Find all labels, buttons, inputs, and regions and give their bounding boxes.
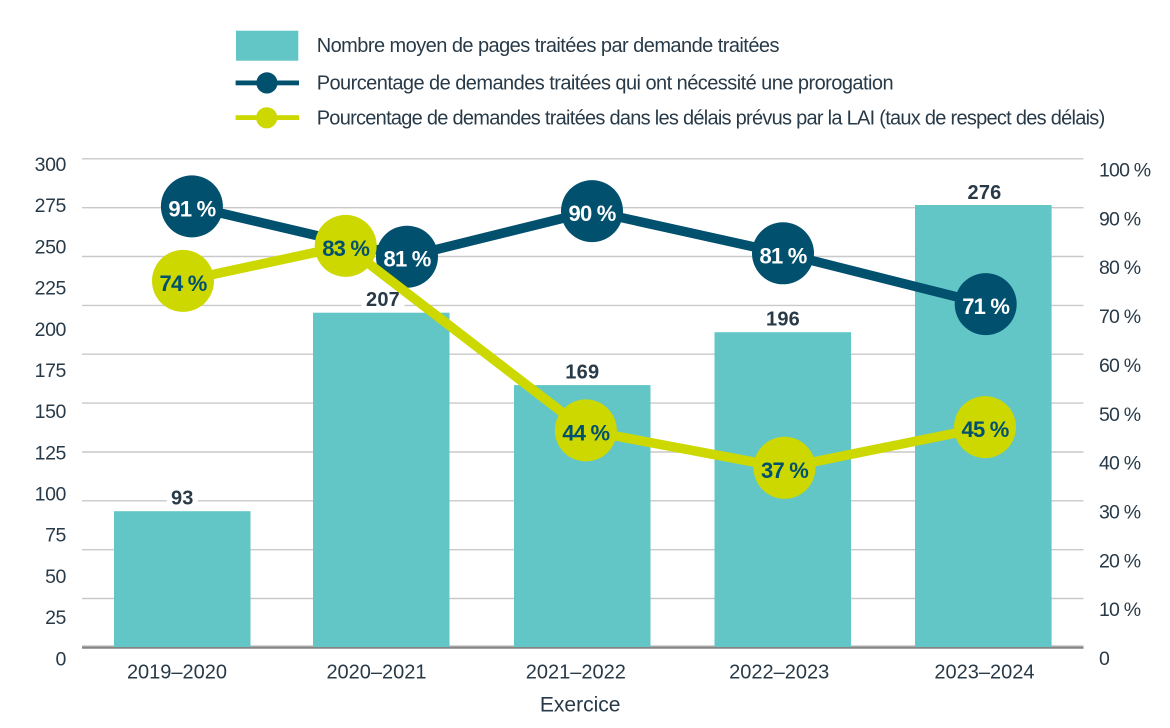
svg-text:2019–2020: 2019–2020: [127, 662, 227, 684]
svg-text:2021–2022: 2021–2022: [526, 662, 626, 684]
svg-text:10 %: 10 %: [1099, 599, 1141, 621]
svg-text:45 %: 45 %: [962, 417, 1009, 442]
svg-text:75: 75: [45, 525, 66, 547]
svg-text:80 %: 80 %: [1099, 257, 1141, 279]
svg-text:90 %: 90 %: [1099, 208, 1141, 230]
svg-text:100 %: 100 %: [1099, 160, 1151, 182]
svg-text:2023–2024: 2023–2024: [934, 662, 1034, 684]
svg-text:Pourcentage de demandes traité: Pourcentage de demandes traitées dans le…: [317, 107, 1105, 129]
svg-text:37 %: 37 %: [761, 458, 808, 483]
svg-text:90 %: 90 %: [569, 201, 616, 226]
svg-text:44 %: 44 %: [562, 420, 609, 445]
svg-text:50 %: 50 %: [1099, 404, 1141, 426]
svg-text:200: 200: [35, 319, 67, 341]
svg-text:30 %: 30 %: [1099, 502, 1141, 524]
svg-text:2020–2021: 2020–2021: [326, 662, 426, 684]
svg-text:250: 250: [35, 236, 67, 258]
svg-text:225: 225: [35, 278, 67, 300]
svg-text:25: 25: [45, 607, 66, 629]
svg-text:91 %: 91 %: [168, 196, 215, 221]
svg-text:50: 50: [45, 566, 66, 588]
svg-text:150: 150: [35, 401, 67, 423]
svg-text:300: 300: [35, 154, 67, 176]
svg-text:100: 100: [35, 484, 67, 506]
svg-text:125: 125: [35, 442, 67, 464]
svg-text:83 %: 83 %: [322, 236, 369, 261]
svg-text:275: 275: [35, 195, 67, 217]
svg-text:Pourcentage de demandes traité: Pourcentage de demandes traitées qui ont…: [317, 73, 893, 95]
svg-text:Nombre moyen de pages traitées: Nombre moyen de pages traitées par deman…: [317, 35, 780, 57]
svg-text:60 %: 60 %: [1099, 355, 1141, 377]
svg-text:71 %: 71 %: [962, 294, 1009, 319]
svg-text:169: 169: [565, 361, 599, 383]
svg-text:0: 0: [1099, 648, 1110, 670]
svg-text:196: 196: [766, 309, 800, 331]
svg-text:2022–2023: 2022–2023: [729, 662, 829, 684]
svg-text:74 %: 74 %: [160, 271, 207, 296]
svg-text:81 %: 81 %: [384, 247, 431, 272]
svg-text:40 %: 40 %: [1099, 453, 1141, 475]
svg-text:0: 0: [56, 648, 67, 670]
svg-text:276: 276: [968, 182, 1002, 204]
svg-text:20 %: 20 %: [1099, 550, 1141, 572]
svg-text:81 %: 81 %: [760, 243, 807, 268]
svg-text:70 %: 70 %: [1099, 306, 1141, 328]
svg-text:93: 93: [171, 488, 194, 510]
svg-text:Exercice: Exercice: [540, 694, 621, 717]
svg-text:207: 207: [366, 289, 400, 311]
svg-text:175: 175: [35, 360, 67, 382]
